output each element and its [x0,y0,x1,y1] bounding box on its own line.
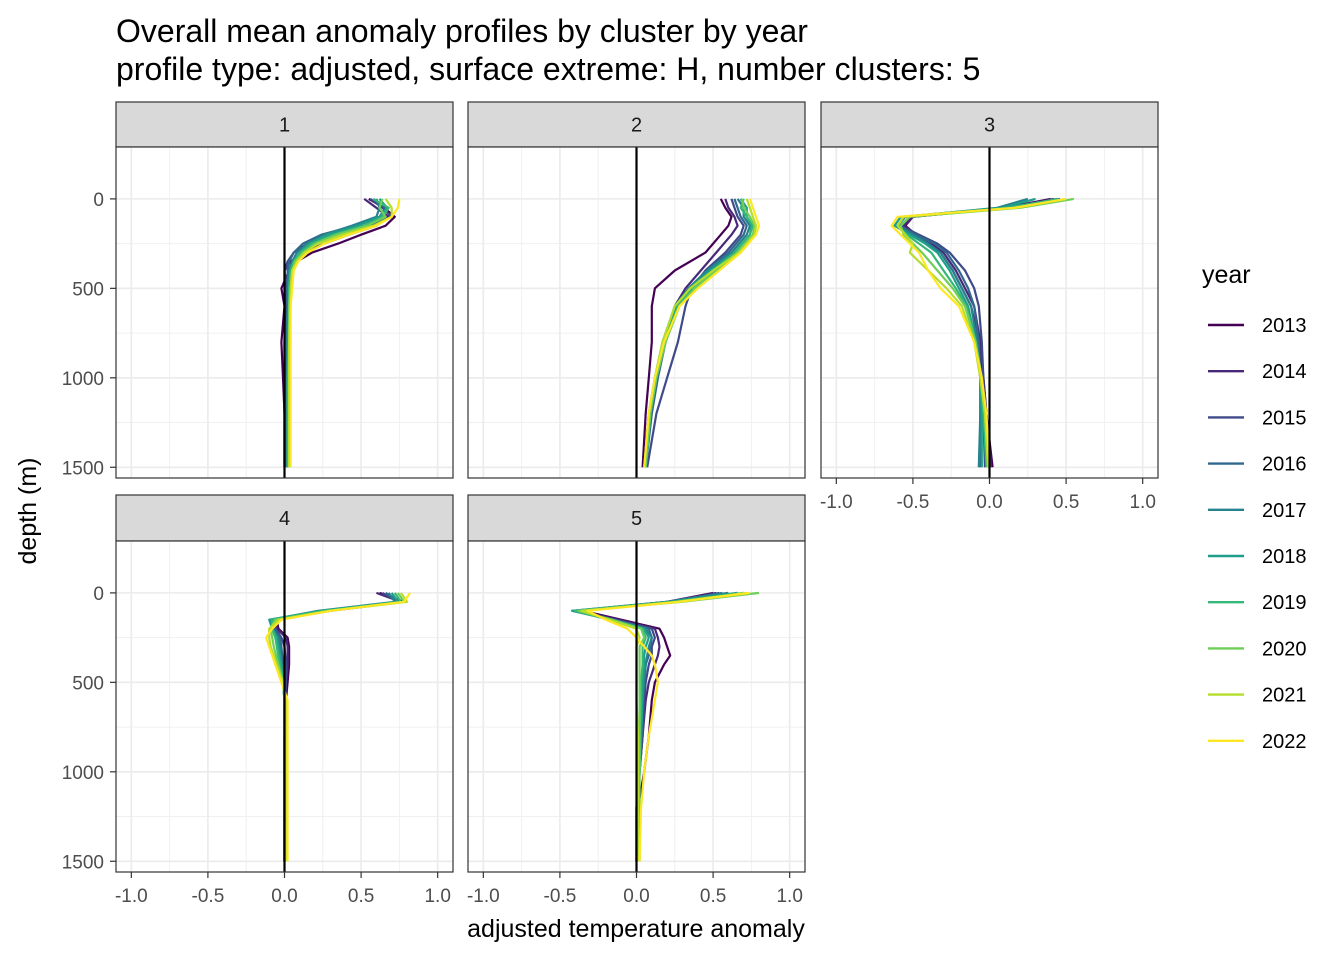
y-tick-label: 1000 [62,369,104,390]
legend-title: year [1202,261,1251,289]
chart-subtitle: profile type: adjusted, surface extreme:… [116,51,980,87]
series-line-2022 [265,592,412,862]
x-axis-title: adjusted temperature anomaly [467,915,805,943]
legend-label: 2015 [1262,407,1307,429]
facet-strip [467,101,806,148]
legend-item-2021: 2021 [1208,685,1307,707]
series-line-2013 [641,198,733,468]
facet-strip-label: 5 [631,508,642,530]
legend-label: 2022 [1262,731,1307,753]
legend-label: 2016 [1262,454,1307,476]
y-axis-title: depth (m) [14,458,42,565]
x-tick-label: -1.0 [115,886,148,907]
facet-panel-5: 5 -1.0 -0.5 0.0 0.5 1.0 [467,494,806,907]
legend-item-2019: 2019 [1208,592,1307,614]
series-line-2021 [896,197,1067,468]
facet-panel-2: 2 [467,101,806,479]
x-tick-label: 0.5 [700,886,726,907]
legend-label: 2017 [1262,500,1307,522]
series-line-2022 [890,197,1067,468]
x-tick-label: -1.0 [467,886,500,907]
panel-border [115,146,454,479]
x-tick-label: -0.5 [544,886,577,907]
facet-strip [115,101,454,148]
x-tick-label: 0.0 [271,886,297,907]
facet-strip [467,494,806,542]
y-tick-label: 500 [72,279,104,300]
facet-strip-label: 2 [631,115,642,137]
series-line-2022 [643,198,761,468]
legend: year 2013 2014 2015 2016 2017 2018 2019 2020 202… [1202,261,1307,753]
series-line-2015 [646,198,745,468]
x-tick-label: 0.0 [623,886,649,907]
legend-item-2020: 2020 [1208,638,1307,660]
legend-label: 2019 [1262,592,1307,614]
facet-panel-1: 1 0 500 1000 1500 [62,101,454,479]
y-tick-label: 1500 [62,458,104,479]
legend-label: 2020 [1262,638,1307,660]
facet-strip-label: 4 [279,508,290,530]
panel-border [467,146,806,479]
legend-item-2018: 2018 [1208,546,1307,568]
legend-item-2017: 2017 [1208,500,1307,522]
legend-label: 2021 [1262,685,1307,707]
y-tick-label: 1500 [62,852,104,873]
x-tick-label: 0.0 [976,492,1002,513]
y-tick-label: 0 [93,190,104,211]
series-line-2022 [289,198,401,468]
legend-label: 2018 [1262,546,1307,568]
legend-item-2015: 2015 [1208,407,1307,429]
x-tick-label: 1.0 [424,886,450,907]
facet-panel-3: 3 -1.0 -0.5 0.0 0.5 1.0 [820,101,1159,513]
x-tick-label: 0.5 [348,886,374,907]
y-tick-label: 0 [93,584,104,605]
y-tick-label: 1000 [62,763,104,784]
legend-item-2022: 2022 [1208,731,1307,753]
facet-strip-label: 1 [279,115,290,137]
facet-strip [820,101,1159,148]
x-tick-label: 1.0 [1129,492,1155,513]
legend-item-2016: 2016 [1208,454,1307,476]
x-tick-label: -0.5 [897,492,930,513]
legend-label: 2013 [1262,315,1307,337]
series-line-2020 [644,198,756,468]
facet-panel-4: 4 -1.0 -0.5 0.0 0.5 1.0 0 500 1000 1500 [62,494,454,907]
x-tick-label: 1.0 [776,886,802,907]
chart-title: Overall mean anomaly profiles by cluster… [116,13,808,49]
x-tick-label: -1.0 [820,492,853,513]
y-tick-label: 500 [72,673,104,694]
legend-item-2014: 2014 [1208,361,1307,383]
series-line-2022 [586,591,751,862]
x-tick-label: 0.5 [1053,492,1079,513]
legend-item-2013: 2013 [1208,315,1307,337]
facet-panels: 1 0 500 1000 1500 2 3 -1.0 -0.5 0.0 0.5 1.0 4 -1.0 -0.… [62,101,1159,907]
facet-strip-label: 3 [984,115,995,137]
x-tick-label: -0.5 [192,886,225,907]
legend-label: 2014 [1262,361,1307,383]
